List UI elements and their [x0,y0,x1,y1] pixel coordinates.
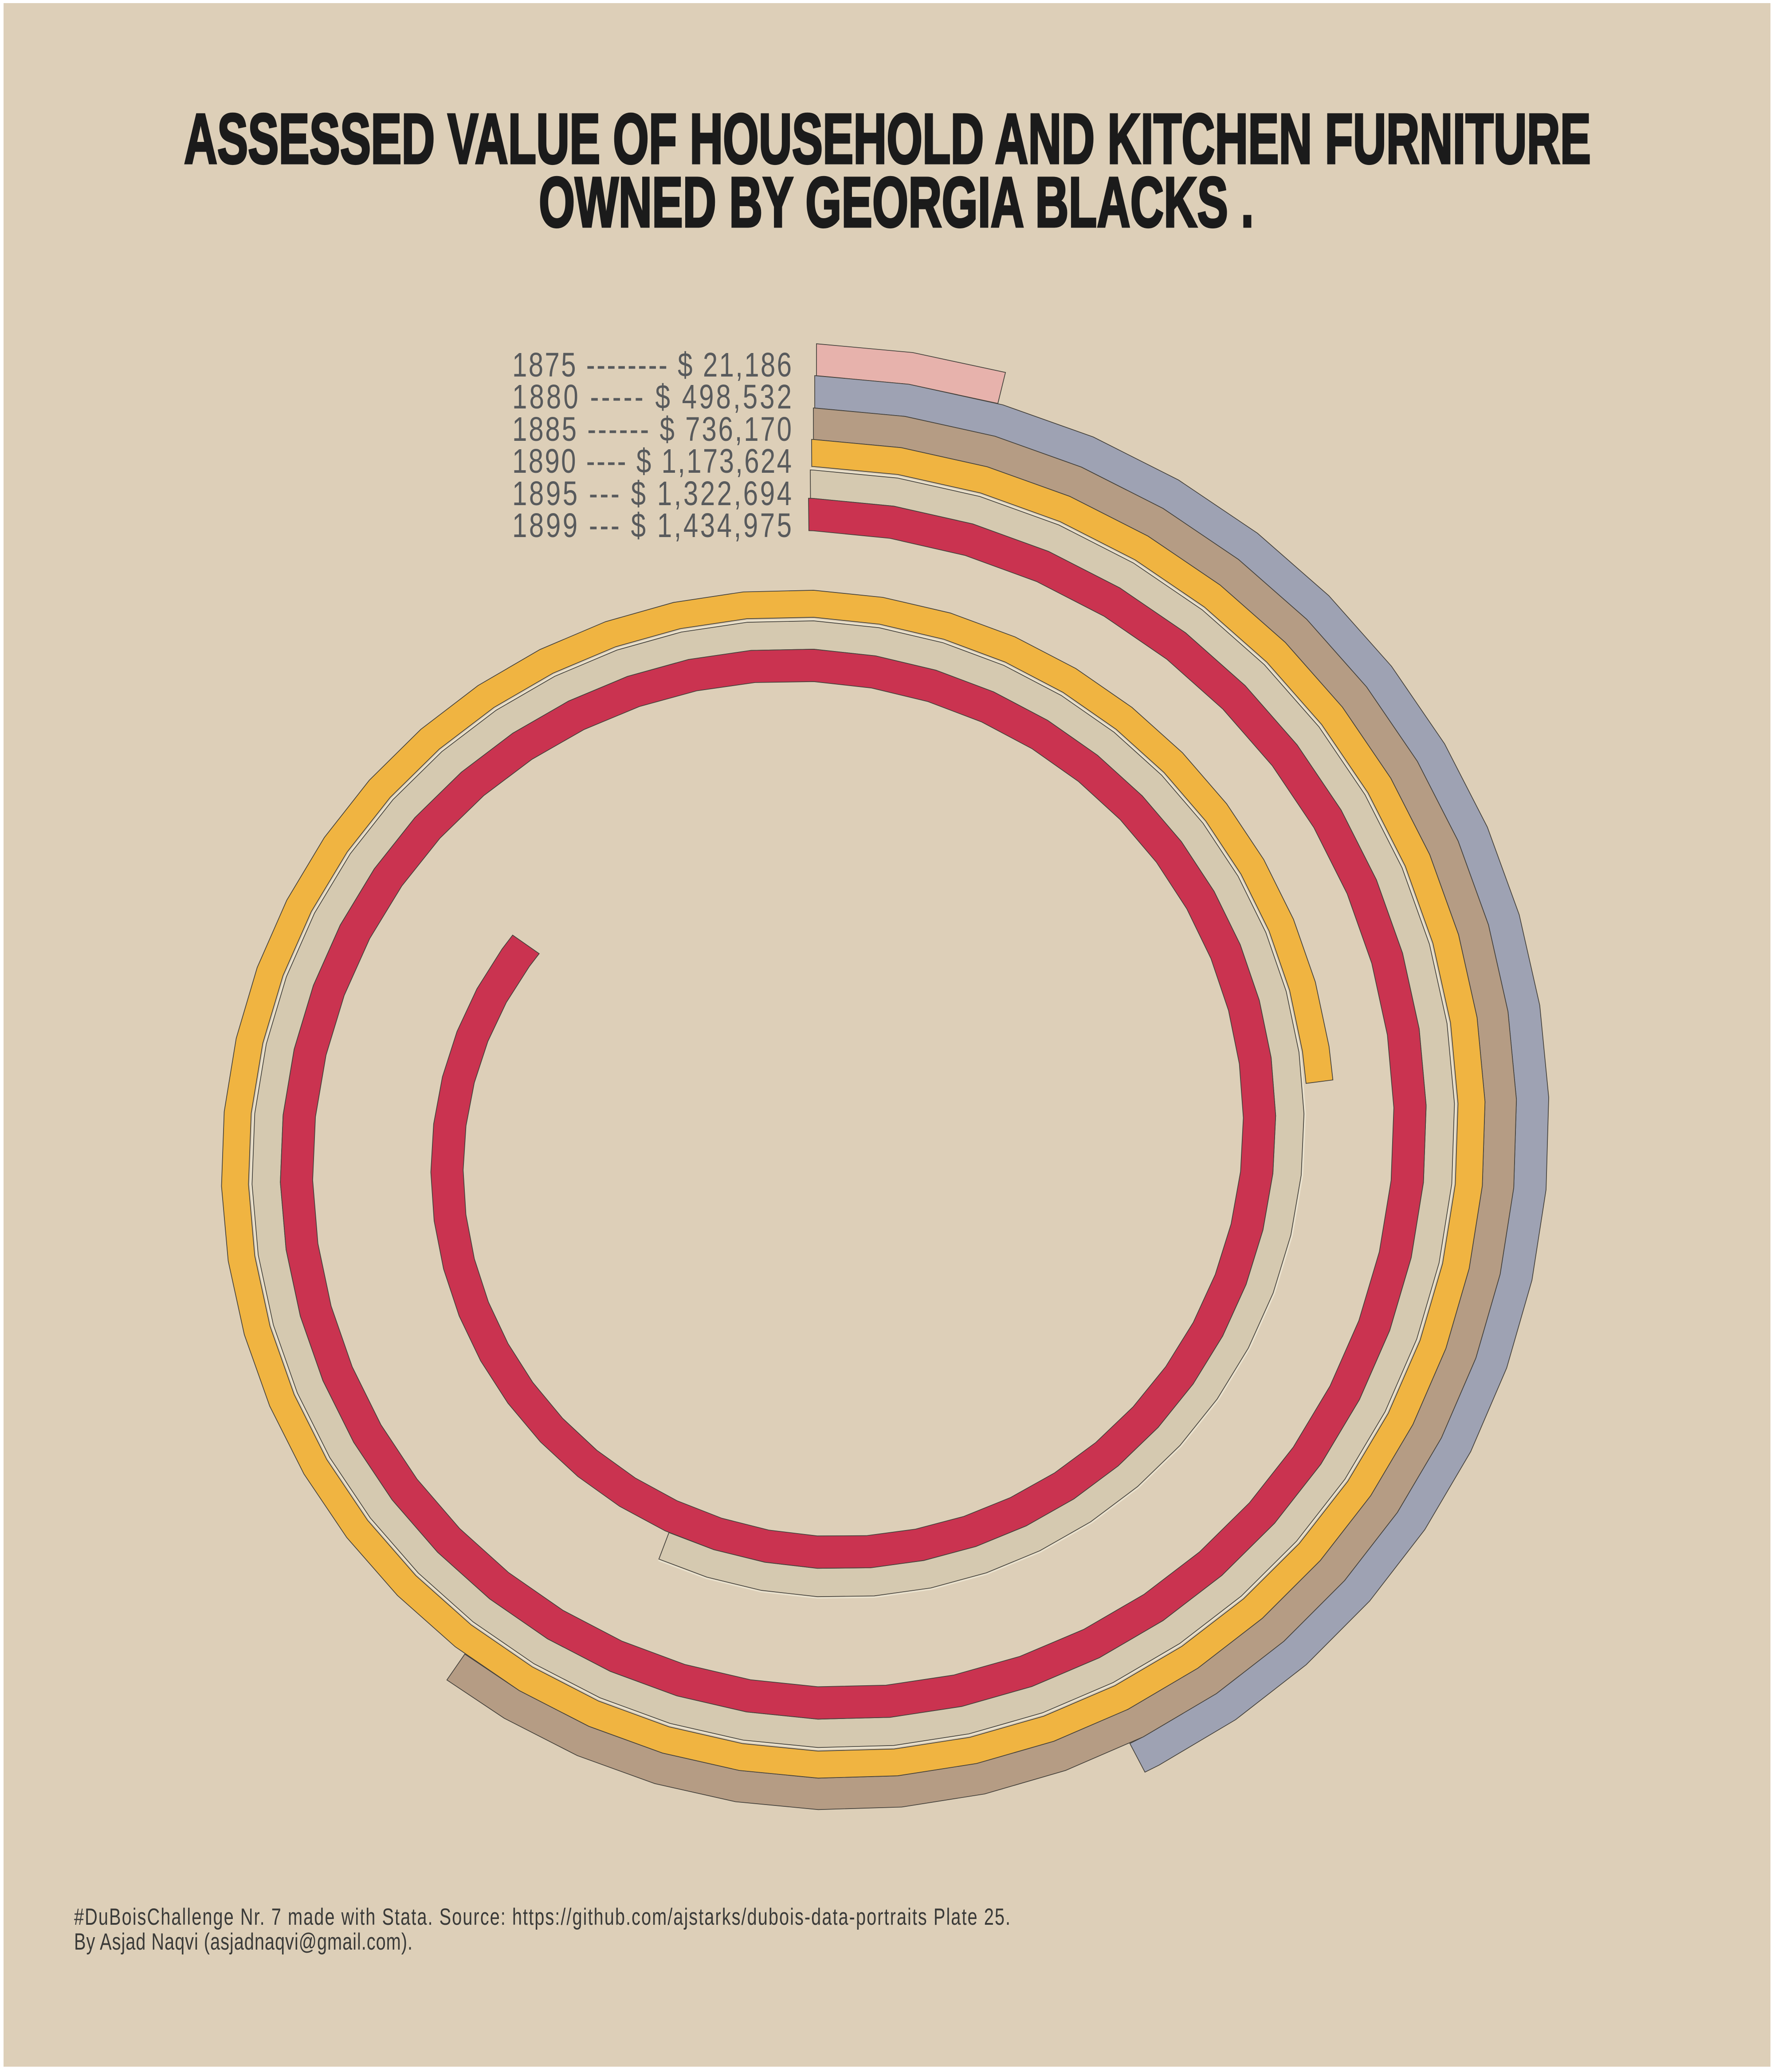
svg-text:ASSESSED VALUE OF HOUSEHOLD AN: ASSESSED VALUE OF HOUSEHOLD AND KITCHEN … [184,99,1591,178]
svg-text:OWNED BY GEORGIA BLACKS .: OWNED BY GEORGIA BLACKS . [539,162,1254,242]
svg-text:1895 --- $ 1,322,694: 1895 --- $ 1,322,694 [512,474,792,513]
svg-text:1880 ----- $ 498,532: 1880 ----- $ 498,532 [512,377,792,416]
svg-text:1899 --- $ 1,434,975: 1899 --- $ 1,434,975 [512,506,792,545]
svg-text:1875 -------- $ 21,186: 1875 -------- $ 21,186 [512,345,792,384]
svg-text:#DuBoisChallenge Nr. 7 made wi: #DuBoisChallenge Nr. 7 made with Stata. … [74,1903,1010,1930]
svg-text:1885 ------ $ 736,170: 1885 ------ $ 736,170 [512,410,792,448]
svg-text:By Asjad Naqvi (asjadnaqvi@gma: By Asjad Naqvi (asjadnaqvi@gmail.com). [74,1928,412,1954]
